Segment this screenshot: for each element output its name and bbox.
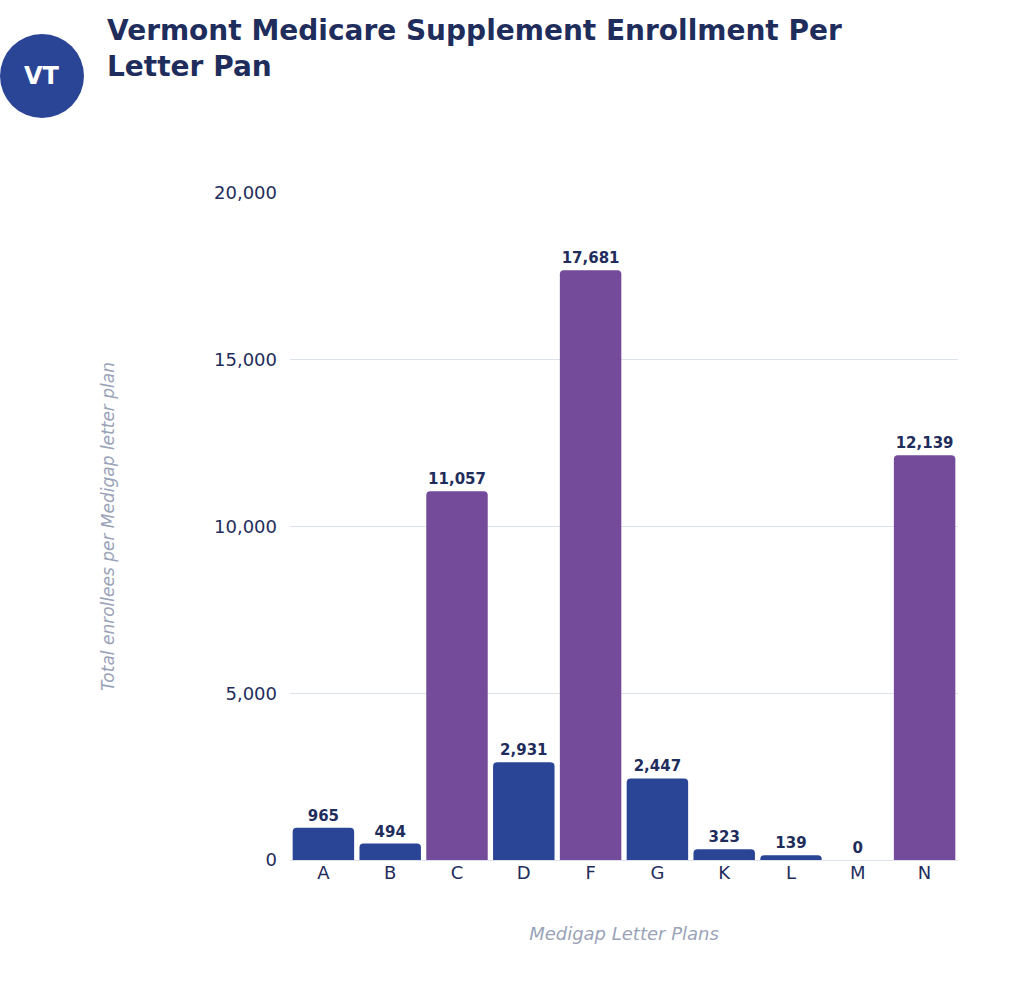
svg-text:N: N — [918, 862, 931, 883]
svg-text:494: 494 — [375, 823, 406, 841]
svg-text:Total enrollees per Medigap le: Total enrollees per Medigap letter plan — [98, 362, 118, 691]
svg-text:M: M — [850, 862, 866, 883]
svg-text:0: 0 — [853, 839, 863, 857]
svg-text:0: 0 — [266, 849, 277, 870]
svg-text:G: G — [650, 862, 664, 883]
svg-text:965: 965 — [308, 807, 339, 825]
svg-text:F: F — [585, 862, 595, 883]
svg-text:A: A — [317, 862, 330, 883]
svg-text:VT: VT — [24, 62, 60, 90]
svg-text:K: K — [718, 862, 731, 883]
svg-text:Medigap Letter Plans: Medigap Letter Plans — [529, 923, 719, 944]
svg-text:B: B — [384, 862, 396, 883]
svg-text:C: C — [451, 862, 464, 883]
svg-text:Vermont Medicare Supplement En: Vermont Medicare Supplement Enrollment P… — [107, 14, 842, 83]
svg-text:2,931: 2,931 — [500, 741, 547, 759]
svg-text:11,057: 11,057 — [428, 470, 486, 488]
svg-text:2,447: 2,447 — [634, 757, 681, 775]
svg-text:20,000: 20,000 — [214, 182, 277, 203]
svg-text:12,139: 12,139 — [896, 434, 954, 452]
svg-text:10,000: 10,000 — [214, 516, 277, 537]
svg-text:L: L — [786, 862, 796, 883]
svg-text:5,000: 5,000 — [225, 683, 277, 704]
svg-text:17,681: 17,681 — [562, 249, 620, 267]
svg-text:D: D — [517, 862, 531, 883]
svg-text:15,000: 15,000 — [214, 349, 277, 370]
svg-text:139: 139 — [775, 834, 806, 852]
svg-text:323: 323 — [709, 828, 740, 846]
